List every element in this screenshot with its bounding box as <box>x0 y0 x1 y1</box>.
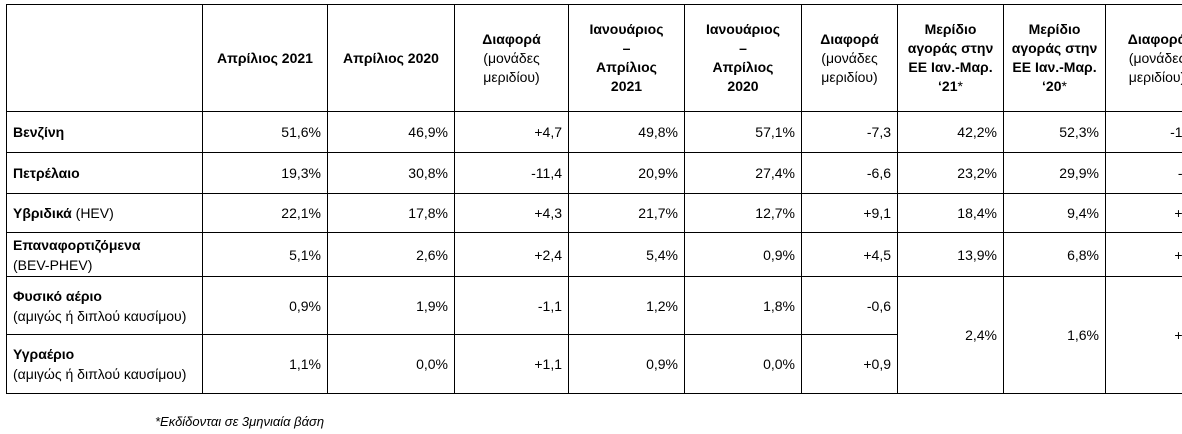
cell-diff-eu: -6,7 <box>1105 152 1182 194</box>
fuel-share-table: Απρίλιος 2021 Απρίλιος 2020 Διαφορά (μον… <box>6 4 1182 394</box>
cell-diff-monthly: +4,3 <box>454 193 569 233</box>
header-jan-apr-2021: Ιανουάριος – Απρίλιος 2021 <box>568 4 685 112</box>
table-row: Φυσικό αέριο (αμιγώς ή διπλού καυσίμου) 0… <box>6 276 1182 394</box>
header-diff-ytd: Διαφορά (μονάδες μεριδίου) <box>801 4 898 112</box>
header-apr2021: Απρίλιος 2021 <box>202 4 328 112</box>
cell-eu20: 29,9% <box>1003 152 1106 194</box>
cell-apr2021: 0,9% <box>202 276 328 335</box>
cell-eu20: 6,8% <box>1003 232 1106 277</box>
cell-apr2020: 1,9% <box>327 276 455 335</box>
cell-eu20: 52,3% <box>1003 111 1106 153</box>
cell-eu21: 18,4% <box>897 193 1004 233</box>
cell-apr2020: 46,9% <box>327 111 455 153</box>
row-label: Βενζίνη <box>6 111 203 153</box>
cell-apr2021: 51,6% <box>202 111 328 153</box>
header-empty <box>6 4 203 112</box>
row-label: Υβριδικά (HEV) <box>6 193 203 233</box>
cell-diff-eu-merged: +0,8 <box>1105 276 1182 394</box>
cell-eu21: 23,2% <box>897 152 1004 194</box>
header-row: Απρίλιος 2021 Απρίλιος 2020 Διαφορά (μον… <box>6 4 1182 112</box>
cell-eu20-merged: 1,6% <box>1003 276 1106 394</box>
cell-apr2020: 0,0% <box>327 334 455 394</box>
table-row: Επαναφορτιζόμενα (BEV-PHEV) 5,1% 2,6% +2,… <box>6 232 1182 277</box>
cell-apr2021: 19,3% <box>202 152 328 194</box>
cell-diff-monthly: +4,7 <box>454 111 569 153</box>
cell-apr2020: 17,8% <box>327 193 455 233</box>
cell-jan-apr-2021: 5,4% <box>568 232 685 277</box>
cell-diff-monthly: -11,4 <box>454 152 569 194</box>
cell-diff-eu: +7,1 <box>1105 232 1182 277</box>
header-eu-share-21: Μερίδιο αγοράς στην ΕΕ Ιαν.-Μαρ. ‘21* <box>897 4 1004 112</box>
header-eu-share-20: Μερίδιο αγοράς στην ΕΕ Ιαν.-Μαρ. ‘20* <box>1003 4 1106 112</box>
footnote: *Εκδίδονται σε 3μηνιαία βάση <box>155 414 325 429</box>
cell-jan-apr-2021: 1,2% <box>568 276 685 335</box>
cell-jan-apr-2020: 1,8% <box>684 276 802 335</box>
cell-eu20: 9,4% <box>1003 193 1106 233</box>
cell-eu21: 13,9% <box>897 232 1004 277</box>
cell-jan-apr-2020: 27,4% <box>684 152 802 194</box>
cell-eu21-merged: 2,4% <box>897 276 1004 394</box>
cell-jan-apr-2021: 21,7% <box>568 193 685 233</box>
cell-jan-apr-2021: 49,8% <box>568 111 685 153</box>
cell-diff-ytd: -7,3 <box>801 111 898 153</box>
cell-apr2020: 30,8% <box>327 152 455 194</box>
cell-diff-monthly: +1,1 <box>454 334 569 394</box>
cell-jan-apr-2021: 20,9% <box>568 152 685 194</box>
cell-diff-ytd: -6,6 <box>801 152 898 194</box>
cell-apr2020: 2,6% <box>327 232 455 277</box>
cell-eu21: 42,2% <box>897 111 1004 153</box>
cell-diff-monthly: -1,1 <box>454 276 569 335</box>
cell-jan-apr-2020: 0,0% <box>684 334 802 394</box>
table-row: Υγραέριο (αμιγώς ή διπλού καυσίμου) 1,1% … <box>6 334 1182 394</box>
cell-jan-apr-2020: 0,9% <box>684 232 802 277</box>
cell-apr2021: 5,1% <box>202 232 328 277</box>
header-diff-monthly: Διαφορά (μονάδες μεριδίου) <box>454 4 569 112</box>
cell-apr2021: 1,1% <box>202 334 328 394</box>
cell-jan-apr-2021: 0,9% <box>568 334 685 394</box>
header-diff-eu: Διαφορά (μονάδες μεριδίου) <box>1105 4 1182 112</box>
cell-diff-ytd: +0,9 <box>801 334 898 394</box>
cell-diff-monthly: +2,4 <box>454 232 569 277</box>
row-label: Πετρέλαιο <box>6 152 203 194</box>
table-row: Υβριδικά (HEV) 22,1% 17,8% +4,3 21,7% 12… <box>6 193 1182 233</box>
cell-jan-apr-2020: 57,1% <box>684 111 802 153</box>
cell-diff-eu: +9,0 <box>1105 193 1182 233</box>
header-apr2020: Απρίλιος 2020 <box>327 4 455 112</box>
cell-diff-ytd: +4,5 <box>801 232 898 277</box>
cell-diff-ytd: -0,6 <box>801 276 898 335</box>
row-label: Επαναφορτιζόμενα (BEV-PHEV) <box>6 232 203 277</box>
header-jan-apr-2020: Ιανουάριος – Απρίλιος 2020 <box>684 4 802 112</box>
table-row: Πετρέλαιο 19,3% 30,8% -11,4 20,9% 27,4% … <box>6 152 1182 194</box>
cell-jan-apr-2020: 12,7% <box>684 193 802 233</box>
cell-diff-eu: -10,1 <box>1105 111 1182 153</box>
cell-apr2021: 22,1% <box>202 193 328 233</box>
row-label: Φυσικό αέριο (αμιγώς ή διπλού καυσίμου) <box>6 276 203 335</box>
cell-diff-ytd: +9,1 <box>801 193 898 233</box>
table-row: Βενζίνη 51,6% 46,9% +4,7 49,8% 57,1% -7,… <box>6 111 1182 153</box>
row-label: Υγραέριο (αμιγώς ή διπλού καυσίμου) <box>6 334 203 394</box>
